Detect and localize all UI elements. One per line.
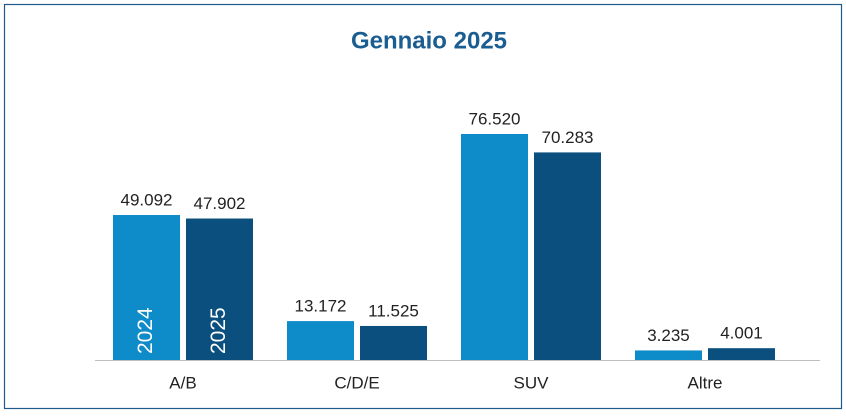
- value-label: 76.520: [469, 109, 521, 128]
- legend-label: 2024: [134, 307, 157, 354]
- bar: [360, 325, 427, 360]
- bar: [287, 321, 354, 360]
- x-tick-label: C/D/E: [334, 373, 379, 392]
- value-label: 13.172: [295, 297, 347, 316]
- bar: [186, 218, 253, 360]
- bar: [461, 134, 528, 360]
- bar: [635, 350, 702, 360]
- bar: [113, 215, 180, 360]
- value-label: 4.001: [720, 324, 763, 343]
- x-tick-label: A/B: [169, 373, 196, 392]
- x-tick-label: SUV: [514, 373, 550, 392]
- value-label: 3.235: [647, 326, 690, 345]
- value-label: 11.525: [368, 301, 419, 320]
- chart-title: Gennaio 2025: [351, 27, 507, 54]
- legend-label: 2025: [207, 307, 230, 354]
- bar: [534, 152, 601, 360]
- value-label: 70.283: [542, 128, 594, 147]
- x-tick-label: Altre: [688, 373, 723, 392]
- value-label: 47.902: [194, 194, 246, 213]
- bar: [708, 348, 775, 360]
- value-label: 49.092: [121, 190, 173, 209]
